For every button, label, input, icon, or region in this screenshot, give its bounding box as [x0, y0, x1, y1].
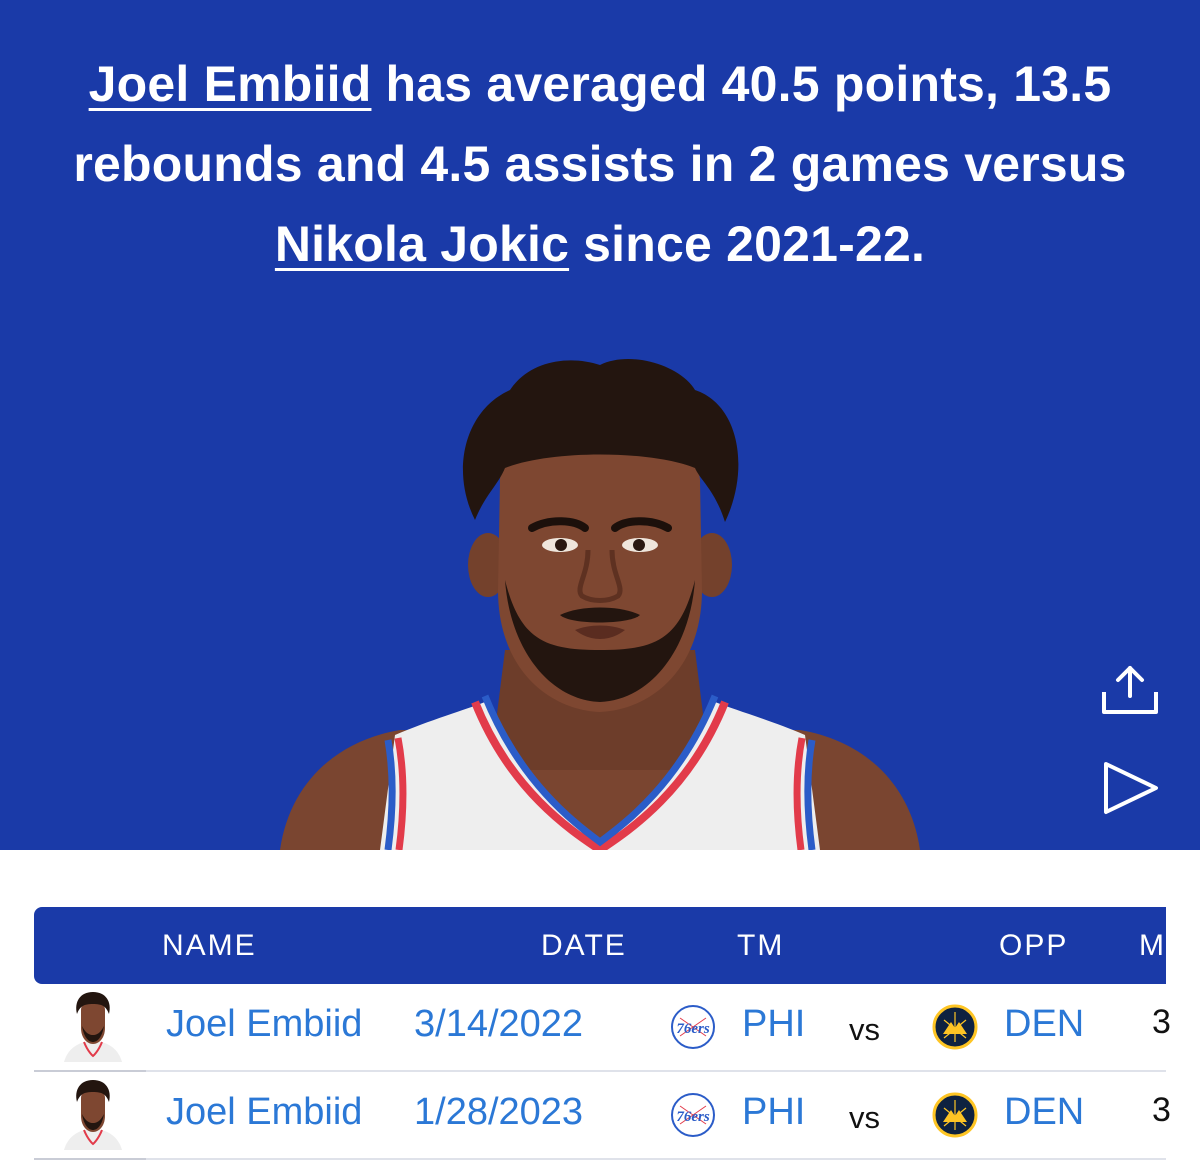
versus-label: vs	[849, 1100, 880, 1135]
player-portrait	[280, 359, 920, 850]
headline-text-1: has averaged 40.5 points, 13.5 rebounds …	[73, 56, 1127, 192]
game-date-link[interactable]: 3/14/2022	[414, 1003, 584, 1045]
hero-card: Joel Embiid has averaged 40.5 points, 13…	[0, 0, 1200, 850]
team-link[interactable]: PHI	[742, 1003, 806, 1045]
row-divider	[34, 1070, 1166, 1072]
nuggets-logo-icon	[932, 1004, 978, 1050]
minutes-cell: 3	[1152, 1091, 1171, 1129]
minutes-cell: 3	[1152, 1003, 1171, 1041]
opponent-link[interactable]: Nikola Jokic	[274, 216, 570, 272]
versus-label: vs	[849, 1012, 880, 1047]
share-icon[interactable]	[1100, 664, 1160, 716]
player-name-link[interactable]: Joel Embiid	[166, 1003, 363, 1045]
76ers-logo-icon: 76ers	[671, 1005, 715, 1049]
row-divider-accent	[34, 1158, 146, 1160]
row-divider-accent	[34, 1070, 146, 1072]
opponent-link[interactable]: DEN	[1004, 1091, 1085, 1133]
table-row[interactable]: Joel Embiid 1/28/2023 76ers PHI vs DEN 3	[34, 1072, 1171, 1160]
svg-text:76ers: 76ers	[676, 1021, 709, 1037]
player-name-link[interactable]: Joel Embiid	[166, 1091, 363, 1133]
76ers-logo-icon: 76ers	[671, 1093, 715, 1137]
column-header-minutes[interactable]: M	[1139, 929, 1166, 962]
nuggets-logo-icon	[932, 1092, 978, 1138]
opponent-link[interactable]: DEN	[1004, 1003, 1085, 1045]
headline-text-2: since 2021-22.	[569, 216, 926, 272]
game-date-link[interactable]: 1/28/2023	[414, 1091, 584, 1133]
row-divider	[34, 1158, 1166, 1160]
table-row[interactable]: Joel Embiid 3/14/2022 76ers PHI vs DEN 3	[34, 984, 1171, 1072]
column-header-name[interactable]: NAME	[162, 929, 257, 962]
column-header-date[interactable]: DATE	[541, 929, 627, 962]
player-avatar	[64, 1080, 122, 1150]
table-header: NAME DATE TM OPP M	[34, 907, 1166, 984]
svg-text:76ers: 76ers	[676, 1109, 709, 1125]
column-header-opponent[interactable]: OPP	[999, 929, 1069, 962]
game-log-table: NAME DATE TM OPP M Joel Embiid 3/14/2022…	[0, 850, 1200, 1169]
headline: Joel Embiid has averaged 40.5 points, 13…	[30, 44, 1170, 284]
play-icon[interactable]	[1102, 760, 1160, 816]
player-link[interactable]: Joel Embiid	[88, 56, 372, 112]
column-header-team[interactable]: TM	[737, 929, 785, 962]
player-avatar	[64, 992, 122, 1062]
team-link[interactable]: PHI	[742, 1091, 806, 1133]
